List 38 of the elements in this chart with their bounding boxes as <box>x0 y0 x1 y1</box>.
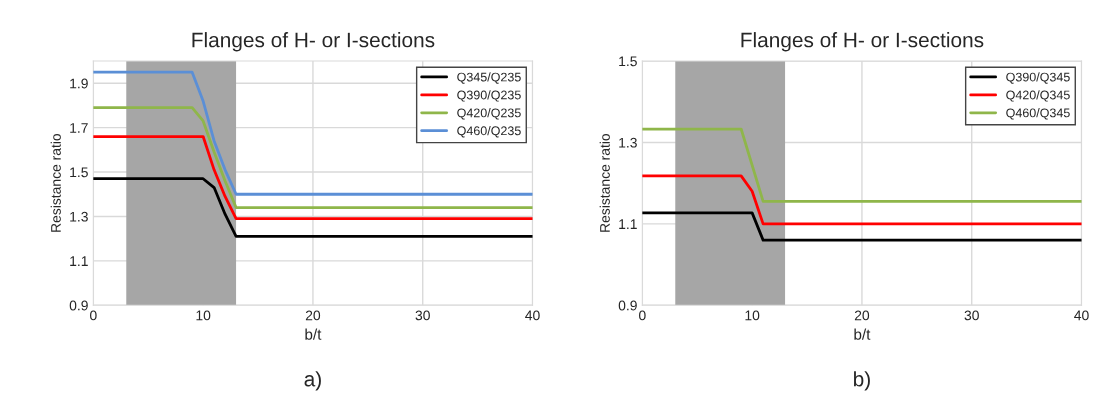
x-axis-title: b/t <box>854 328 871 340</box>
x-tick-label: 40 <box>525 310 540 321</box>
y-tick-label: 1.1 <box>70 256 88 266</box>
x-tick-label: 20 <box>854 310 870 321</box>
y-tick-label: 1.9 <box>70 78 88 89</box>
legend-label: Q460/Q235 <box>457 126 521 138</box>
legend-label: Q390/Q235 <box>457 90 521 102</box>
x-tick-label: 10 <box>196 310 211 321</box>
legend-label: Q390/Q345 <box>1006 72 1070 84</box>
x-tick-label: 0 <box>639 310 646 321</box>
y-tick-label: 1.7 <box>70 123 88 133</box>
x-tick-label: 20 <box>305 310 321 321</box>
y-tick-label: 0.9 <box>618 300 637 311</box>
y-axis-title: Resistance ratio <box>599 133 610 232</box>
y-tick-label: 1.1 <box>619 219 637 229</box>
chart-title: Flanges of H- or I-sections <box>192 32 435 52</box>
y-tick-label: 0.9 <box>69 300 88 311</box>
x-tick-label: 40 <box>1074 310 1089 321</box>
text: b) <box>854 371 870 391</box>
legend-label: Q420/Q345 <box>1006 90 1070 102</box>
legend-label: Q345/Q235 <box>457 72 521 84</box>
y-tick-label: 1.3 <box>70 211 88 222</box>
legend-label: Q460/Q345 <box>1006 108 1070 120</box>
x-tick-label: 30 <box>415 310 430 321</box>
chart-title: Flanges of H- or I-sections <box>741 32 984 52</box>
line-series <box>93 177 533 238</box>
y-axis-title: Resistance ratio <box>50 133 61 232</box>
line-series <box>93 70 533 196</box>
y-tick-label: 1.5 <box>619 56 637 67</box>
y-tick-label: 1.3 <box>619 137 637 148</box>
x-tick-label: 30 <box>964 310 979 321</box>
y-tick-label: 1.5 <box>70 167 88 178</box>
x-axis-title: b/t <box>305 328 322 340</box>
x-tick-label: 10 <box>745 310 760 321</box>
text: a) <box>304 371 321 391</box>
line-series <box>93 106 533 209</box>
x-tick-label: 0 <box>90 310 97 321</box>
legend-label: Q420/Q235 <box>457 108 521 120</box>
